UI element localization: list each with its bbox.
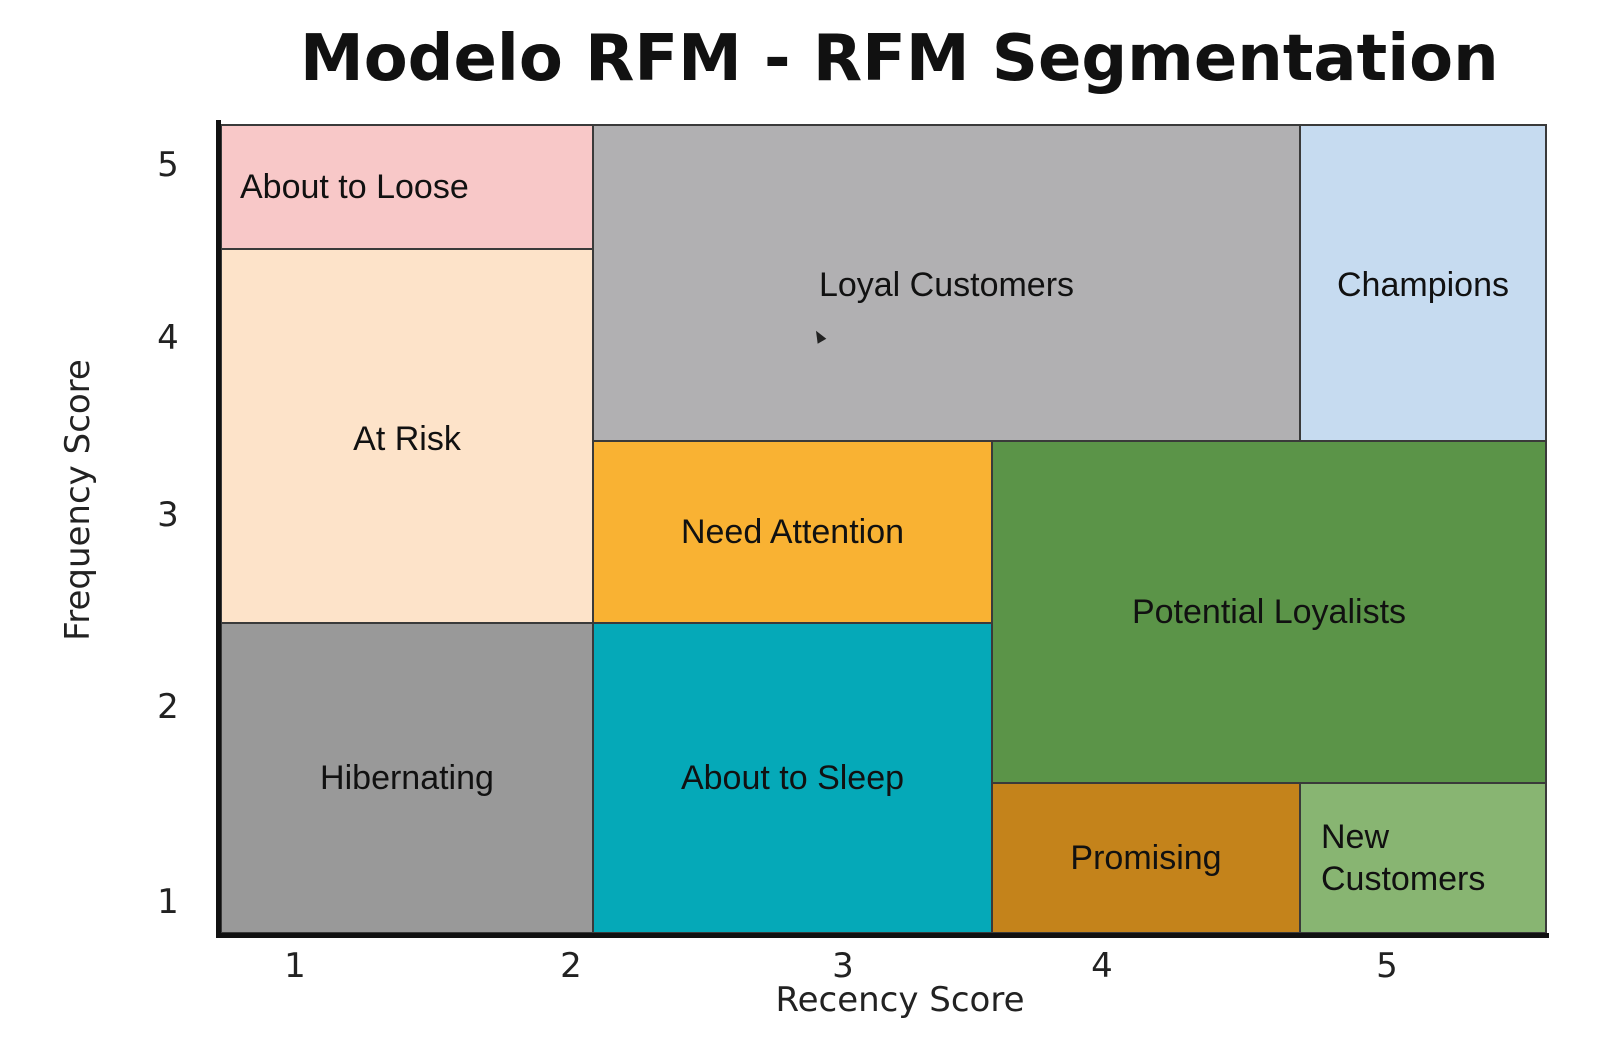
x-tick-1: 1 [284,946,306,986]
segment-label-about-to-loose: About to Loose [240,167,469,206]
y-tick-5: 5 [157,145,179,185]
segment-loyal-customers: Loyal Customers [592,124,1301,442]
x-tick-5: 5 [1376,946,1398,986]
x-axis-line [216,933,1549,938]
segment-label-new-customers: New Customers [1321,817,1486,899]
segment-potential-loyalists: Potential Loyalists [991,440,1547,784]
segment-label-need-attention: Need Attention [680,512,905,551]
x-axis-label: Recency Score [775,980,1025,1020]
segment-label-at-risk: At Risk [353,420,461,458]
segment-label-champions: Champions [1337,266,1509,304]
segment-label-loyal-customers: Loyal Customers [818,266,1075,304]
y-tick-1: 1 [157,882,179,922]
y-axis-line [216,120,221,938]
segment-about-to-loose: About to Loose [220,124,594,250]
segment-at-risk: At Risk [220,248,594,624]
y-tick-3: 3 [157,495,179,535]
x-tick-3: 3 [832,946,854,986]
segment-need-attention: Need Attention [592,440,993,624]
y-tick-4: 4 [157,318,179,358]
x-tick-4: 4 [1091,946,1113,986]
segment-label-hibernating: Hibernating [320,758,494,797]
segment-about-to-sleep: About to Sleep [592,622,993,934]
segment-label-promising: Promising [1070,838,1222,877]
segment-hibernating: Hibernating [220,622,594,934]
y-axis-label: Frequency Score [58,359,98,641]
segment-label-potential-loyalists: Potential Loyalists [1131,592,1407,631]
page-title: Modelo RFM - RFM Segmentation [300,22,1499,96]
y-tick-2: 2 [157,687,179,727]
x-tick-2: 2 [560,946,582,986]
segment-champions: Champions [1299,124,1547,442]
segment-promising: Promising [991,782,1301,934]
segment-label-about-to-sleep: About to Sleep [680,758,905,797]
segment-new-customers: New Customers [1299,782,1547,934]
